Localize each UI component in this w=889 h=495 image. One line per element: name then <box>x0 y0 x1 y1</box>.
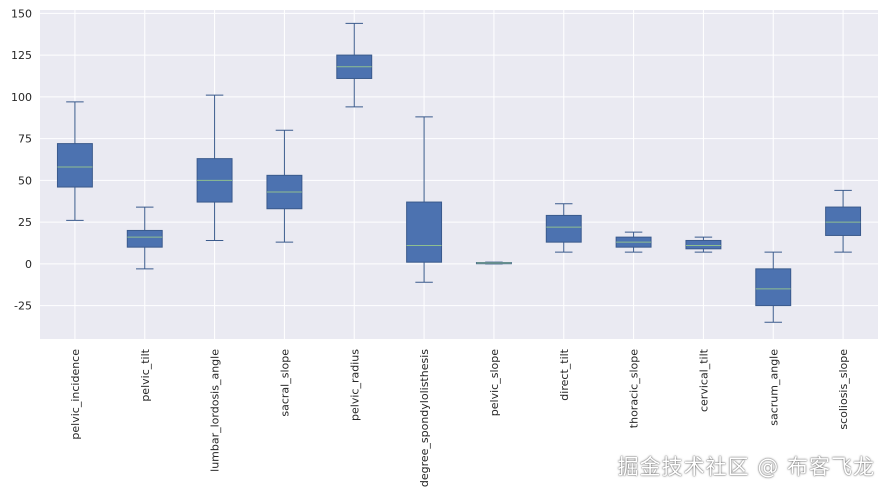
x-tick-label: thoracic_slope <box>628 349 641 428</box>
plot-area <box>40 10 878 339</box>
y-tick-label: 75 <box>18 133 32 146</box>
y-tick-label: -25 <box>14 300 32 313</box>
box-pelvic_radius <box>336 22 373 108</box>
y-tick-label: 25 <box>18 216 32 229</box>
box-iqr <box>545 214 582 243</box>
x-tick-label: sacrum_angle <box>767 349 780 426</box>
y-tick-label: 150 <box>11 7 32 20</box>
box-iqr <box>126 229 163 248</box>
box-iqr <box>406 201 443 263</box>
box-degree_spondylolisthesis <box>406 116 443 283</box>
box-scoliosis_slope <box>825 189 862 253</box>
box-thoracic_slope <box>615 231 652 253</box>
box-lumbar_lordosis_angle <box>196 94 233 241</box>
box-pelvic_slope <box>475 261 512 265</box>
box-sacral_slope <box>266 129 303 243</box>
x-tick-label: lumbar_lordosis_angle <box>209 349 222 472</box>
x-tick-label: pelvic_tilt <box>139 348 152 401</box>
box-cervical_tilt <box>685 236 722 253</box>
box-pelvic_tilt <box>126 206 163 270</box>
box-iqr <box>685 239 722 250</box>
box-iqr <box>825 206 862 236</box>
box-iqr <box>56 143 93 188</box>
x-tick-label: direct_tilt <box>558 348 571 400</box>
box-iqr <box>755 268 792 307</box>
y-tick-label: 100 <box>11 91 32 104</box>
x-tick-label: scoliosis_slope <box>837 349 850 430</box>
box-direct_tilt <box>545 203 582 253</box>
watermark: 掘金技术社区 @ 布客飞龙 <box>617 455 875 479</box>
box-sacrum_angle <box>755 251 792 323</box>
y-tick-label: 125 <box>11 49 32 62</box>
box-pelvic_incidence <box>56 101 93 221</box>
boxes <box>56 22 862 323</box>
x-axis-ticks: pelvic_incidence pelvic_tilt lumbar_lordos… <box>69 348 850 487</box>
x-tick-label: degree_spondylolisthesis <box>418 349 431 487</box>
x-tick-label: pelvic_radius <box>348 349 361 421</box>
x-tick-label: cervical_tilt <box>697 348 710 412</box>
x-tick-label: pelvic_incidence <box>69 349 82 440</box>
x-tick-label: pelvic_slope <box>488 349 501 416</box>
y-axis-ticks: -25 0 25 50 75 100 125 150 <box>11 7 32 312</box>
y-tick-label: 50 <box>18 174 32 187</box>
y-tick-label: 0 <box>25 258 32 271</box>
x-tick-label: sacral_slope <box>278 349 291 417</box>
